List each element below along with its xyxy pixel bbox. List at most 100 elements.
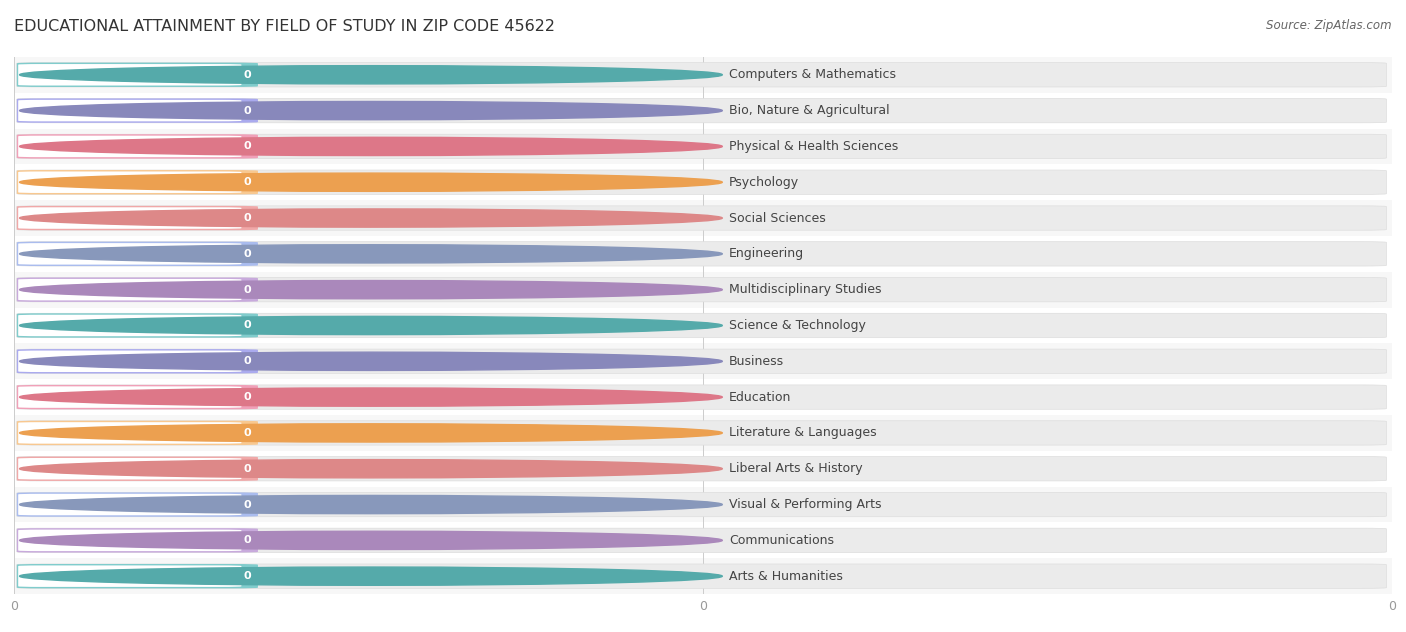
FancyBboxPatch shape bbox=[18, 422, 242, 444]
FancyBboxPatch shape bbox=[17, 456, 257, 481]
Bar bbox=[14, 343, 1392, 379]
Text: Multidisciplinary Studies: Multidisciplinary Studies bbox=[730, 283, 882, 296]
FancyBboxPatch shape bbox=[17, 313, 257, 337]
Circle shape bbox=[20, 459, 723, 478]
FancyBboxPatch shape bbox=[17, 456, 1386, 481]
Circle shape bbox=[20, 102, 723, 119]
FancyBboxPatch shape bbox=[17, 313, 1386, 337]
Text: Science & Technology: Science & Technology bbox=[730, 319, 866, 332]
FancyBboxPatch shape bbox=[17, 63, 1386, 87]
Text: 0: 0 bbox=[243, 356, 252, 367]
FancyBboxPatch shape bbox=[18, 458, 242, 480]
Circle shape bbox=[20, 352, 723, 370]
Text: Education: Education bbox=[730, 391, 792, 404]
FancyBboxPatch shape bbox=[17, 170, 1386, 195]
Circle shape bbox=[20, 137, 723, 155]
FancyBboxPatch shape bbox=[18, 64, 242, 85]
FancyBboxPatch shape bbox=[18, 351, 242, 372]
Text: 0: 0 bbox=[243, 249, 252, 259]
Circle shape bbox=[20, 245, 723, 263]
Text: 0: 0 bbox=[243, 464, 252, 474]
Text: 0: 0 bbox=[243, 177, 252, 187]
Text: 0: 0 bbox=[243, 213, 252, 223]
FancyBboxPatch shape bbox=[17, 528, 1386, 552]
Bar bbox=[14, 487, 1392, 523]
Bar bbox=[14, 523, 1392, 558]
FancyBboxPatch shape bbox=[17, 134, 1386, 159]
Text: Communications: Communications bbox=[730, 534, 834, 547]
Text: Engineering: Engineering bbox=[730, 247, 804, 260]
Text: 0: 0 bbox=[243, 284, 252, 295]
Text: Social Sciences: Social Sciences bbox=[730, 212, 825, 224]
FancyBboxPatch shape bbox=[18, 207, 242, 229]
FancyBboxPatch shape bbox=[18, 243, 242, 265]
Text: 0: 0 bbox=[243, 571, 252, 581]
Bar bbox=[14, 93, 1392, 128]
Bar bbox=[14, 451, 1392, 487]
Bar bbox=[14, 308, 1392, 343]
Text: 0: 0 bbox=[243, 428, 252, 438]
FancyBboxPatch shape bbox=[18, 386, 242, 408]
Text: 0: 0 bbox=[243, 320, 252, 331]
Text: 0: 0 bbox=[243, 499, 252, 509]
FancyBboxPatch shape bbox=[18, 494, 242, 515]
FancyBboxPatch shape bbox=[18, 566, 242, 587]
Bar bbox=[14, 558, 1392, 594]
Text: 0: 0 bbox=[243, 106, 252, 116]
FancyBboxPatch shape bbox=[17, 134, 257, 159]
Bar bbox=[14, 379, 1392, 415]
Circle shape bbox=[20, 532, 723, 549]
FancyBboxPatch shape bbox=[17, 564, 257, 588]
Bar bbox=[14, 57, 1392, 93]
FancyBboxPatch shape bbox=[17, 99, 257, 123]
FancyBboxPatch shape bbox=[17, 421, 1386, 445]
FancyBboxPatch shape bbox=[17, 349, 1386, 374]
FancyBboxPatch shape bbox=[17, 170, 257, 195]
FancyBboxPatch shape bbox=[17, 206, 1386, 230]
FancyBboxPatch shape bbox=[17, 492, 1386, 517]
Text: Bio, Nature & Agricultural: Bio, Nature & Agricultural bbox=[730, 104, 890, 117]
FancyBboxPatch shape bbox=[17, 349, 257, 374]
Circle shape bbox=[20, 495, 723, 514]
Text: Physical & Health Sciences: Physical & Health Sciences bbox=[730, 140, 898, 153]
Text: 0: 0 bbox=[243, 142, 252, 152]
Text: Literature & Languages: Literature & Languages bbox=[730, 427, 877, 439]
Text: 0: 0 bbox=[243, 392, 252, 402]
Text: 0: 0 bbox=[243, 535, 252, 545]
Text: EDUCATIONAL ATTAINMENT BY FIELD OF STUDY IN ZIP CODE 45622: EDUCATIONAL ATTAINMENT BY FIELD OF STUDY… bbox=[14, 19, 555, 34]
FancyBboxPatch shape bbox=[17, 63, 257, 87]
Text: Liberal Arts & History: Liberal Arts & History bbox=[730, 462, 863, 475]
FancyBboxPatch shape bbox=[17, 241, 257, 266]
Circle shape bbox=[20, 567, 723, 585]
Text: Source: ZipAtlas.com: Source: ZipAtlas.com bbox=[1267, 19, 1392, 32]
Text: Business: Business bbox=[730, 355, 785, 368]
FancyBboxPatch shape bbox=[17, 385, 1386, 410]
FancyBboxPatch shape bbox=[17, 99, 1386, 123]
FancyBboxPatch shape bbox=[17, 277, 257, 302]
FancyBboxPatch shape bbox=[17, 241, 1386, 266]
Circle shape bbox=[20, 424, 723, 442]
Circle shape bbox=[20, 281, 723, 299]
Bar bbox=[14, 272, 1392, 308]
Text: Arts & Humanities: Arts & Humanities bbox=[730, 569, 844, 583]
Bar bbox=[14, 200, 1392, 236]
Bar bbox=[14, 236, 1392, 272]
Circle shape bbox=[20, 388, 723, 406]
Bar bbox=[14, 164, 1392, 200]
Circle shape bbox=[20, 317, 723, 334]
FancyBboxPatch shape bbox=[18, 530, 242, 551]
FancyBboxPatch shape bbox=[17, 206, 257, 230]
Text: 0: 0 bbox=[243, 70, 252, 80]
Text: Visual & Performing Arts: Visual & Performing Arts bbox=[730, 498, 882, 511]
FancyBboxPatch shape bbox=[17, 421, 257, 445]
Circle shape bbox=[20, 173, 723, 191]
FancyBboxPatch shape bbox=[17, 528, 257, 552]
FancyBboxPatch shape bbox=[17, 564, 1386, 588]
Circle shape bbox=[20, 66, 723, 84]
FancyBboxPatch shape bbox=[18, 315, 242, 336]
Bar bbox=[14, 415, 1392, 451]
Text: Computers & Mathematics: Computers & Mathematics bbox=[730, 68, 896, 82]
Text: Psychology: Psychology bbox=[730, 176, 799, 189]
FancyBboxPatch shape bbox=[17, 385, 257, 410]
Bar bbox=[14, 128, 1392, 164]
